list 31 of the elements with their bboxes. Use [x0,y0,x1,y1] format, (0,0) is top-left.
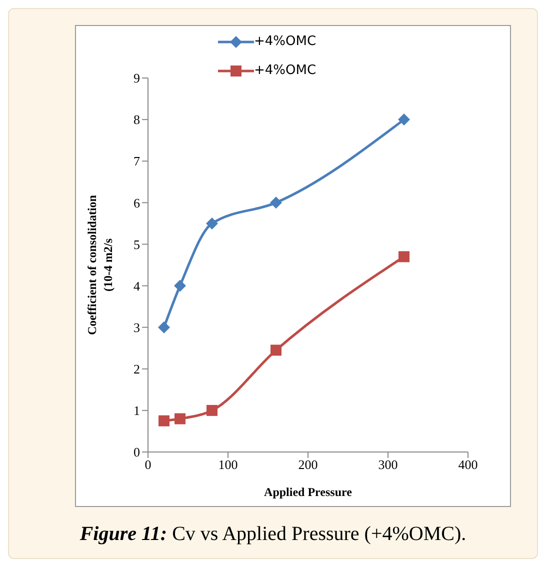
x-tick-label: 0 [144,457,152,472]
point [158,415,170,426]
y-tick-label: 1 [134,403,140,418]
legend-label: +4%OMC [254,63,316,78]
x-tick-label: 100 [218,457,238,472]
text: Cv vs Applied Pressure (+4%OMC). [171,523,466,545]
point [398,114,410,126]
y-tick-label: 5 [134,236,140,252]
x-tick-label: 200 [298,457,318,472]
y-tick-label: 8 [134,112,140,128]
y-tick-label: 6 [134,195,140,210]
x-tick-label: 300 [378,457,398,472]
point [398,251,410,262]
y-tick-label: 3 [134,320,140,335]
point [158,321,170,334]
point [174,413,186,424]
x-axis-title: Applied Pressure [264,485,353,499]
y-tick-label: 9 [134,70,140,86]
point [174,280,186,292]
x-tick-label: 400 [458,457,478,472]
point [270,344,282,356]
point [270,196,282,209]
y-tick-label: 7 [134,154,140,169]
y-tick-label: 0 [134,444,140,460]
y-tick-label: 4 [134,278,140,294]
y-tick-label: 2 [134,362,140,377]
point [206,217,218,230]
point [206,404,218,416]
legend-label: +4%OMC [254,34,316,49]
y-axis-title: Coefficient of consolidation (10-4 m2/s [85,194,115,335]
caption: Figure 11: [80,523,168,545]
